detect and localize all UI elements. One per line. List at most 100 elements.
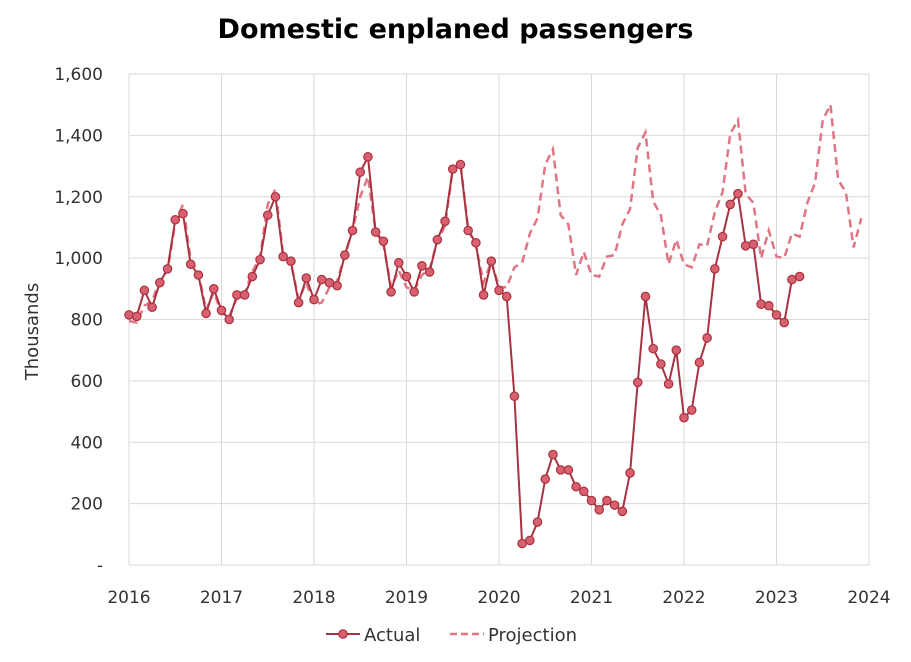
- y-tick-label: 200: [71, 495, 103, 515]
- actual-point: [332, 280, 342, 291]
- x-tick-label: 2018: [292, 588, 335, 608]
- actual-point: [663, 379, 674, 389]
- actual-point: [178, 208, 188, 219]
- y-tick-label: 1,400: [54, 126, 103, 146]
- legend-projection-label: Projection: [488, 625, 577, 646]
- actual-point: [170, 214, 181, 225]
- actual-point: [255, 254, 265, 265]
- actual-point: [632, 377, 643, 388]
- actual-point: [340, 250, 350, 260]
- actual-point: [771, 310, 782, 320]
- y-tick-label: 800: [71, 311, 103, 331]
- actual-point: [563, 465, 574, 475]
- actual-point: [471, 237, 481, 248]
- actual-point: [725, 199, 736, 210]
- actual-point: [710, 264, 720, 274]
- actual-point: [648, 343, 658, 354]
- actual-point: [185, 259, 196, 270]
- y-tick-label: 1,600: [54, 65, 103, 85]
- actual-point: [447, 164, 458, 174]
- actual-point: [278, 251, 288, 262]
- actual-point: [455, 159, 466, 170]
- actual-point: [617, 506, 628, 517]
- actual-point: [794, 271, 805, 282]
- actual-point: [763, 300, 774, 311]
- actual-point: [224, 314, 235, 325]
- actual-point: [463, 225, 473, 236]
- actual-point: [548, 449, 558, 460]
- x-tick-label: 2022: [662, 588, 705, 608]
- actual-point: [424, 267, 435, 277]
- actual-point: [486, 256, 497, 266]
- actual-point: [363, 152, 373, 162]
- actual-point: [286, 256, 296, 266]
- actual-point: [131, 311, 142, 322]
- actual-point: [440, 216, 450, 227]
- actual-point: [740, 241, 751, 251]
- x-tick-label: 2017: [200, 588, 243, 608]
- x-tick-label: 2024: [847, 588, 890, 608]
- actual-point: [679, 412, 689, 423]
- legend-actual-label: Actual: [364, 625, 420, 646]
- actual-point: [540, 474, 551, 484]
- actual-point: [625, 468, 635, 478]
- actual-point: [432, 234, 443, 245]
- actual-point: [208, 284, 219, 294]
- actual-point: [694, 357, 705, 368]
- actual-point: [378, 236, 389, 247]
- actual-point: [686, 405, 697, 415]
- chart-title: Domestic enplaned passengers: [217, 14, 694, 45]
- actual-point: [532, 517, 543, 527]
- actual-point: [401, 271, 412, 282]
- actual-point: [386, 287, 396, 297]
- actual-point: [201, 308, 211, 319]
- actual-point: [355, 167, 366, 177]
- actual-point: [270, 191, 281, 202]
- actual-point: [309, 294, 319, 305]
- x-tick-label: 2020: [477, 588, 520, 608]
- actual-point: [671, 345, 682, 355]
- actual-point: [216, 305, 227, 316]
- x-tick-label: 2023: [755, 588, 798, 608]
- actual-point: [262, 210, 273, 220]
- actual-point: [247, 271, 258, 282]
- actual-point: [239, 290, 250, 300]
- actual-point: [702, 333, 712, 343]
- actual-point: [656, 359, 666, 369]
- actual-point: [293, 297, 304, 308]
- actual-point: [162, 264, 173, 274]
- actual-point: [393, 257, 404, 268]
- actual-point: [193, 270, 204, 280]
- actual-point: [609, 500, 620, 510]
- actual-point: [525, 535, 535, 546]
- x-tick-label: 2016: [107, 588, 150, 608]
- legend-actual-marker: [338, 629, 348, 639]
- actual-point: [347, 225, 358, 236]
- actual-point: [571, 481, 581, 492]
- actual-point: [370, 227, 381, 237]
- actual-point: [139, 285, 150, 296]
- actual-point: [640, 291, 651, 302]
- actual-point: [756, 299, 766, 309]
- actual-point: [586, 495, 597, 506]
- actual-point: [478, 290, 489, 300]
- actual-point: [301, 273, 312, 283]
- y-tick-label: 1,200: [54, 188, 103, 208]
- x-tick-label: 2019: [385, 588, 428, 608]
- actual-point: [494, 285, 504, 296]
- actual-point: [602, 495, 612, 506]
- actual-point: [717, 231, 728, 242]
- actual-point: [779, 317, 790, 328]
- actual-point: [733, 188, 743, 199]
- y-tick-label: 400: [71, 433, 103, 453]
- actual-point: [594, 504, 605, 515]
- y-tick-label: 1,000: [54, 249, 103, 269]
- actual-point: [748, 239, 759, 250]
- actual-point: [124, 310, 134, 320]
- actual-point: [147, 302, 157, 313]
- y-tick-label: -: [97, 556, 103, 576]
- y-axis-label: Thousands: [22, 283, 43, 381]
- actual-point: [155, 277, 165, 288]
